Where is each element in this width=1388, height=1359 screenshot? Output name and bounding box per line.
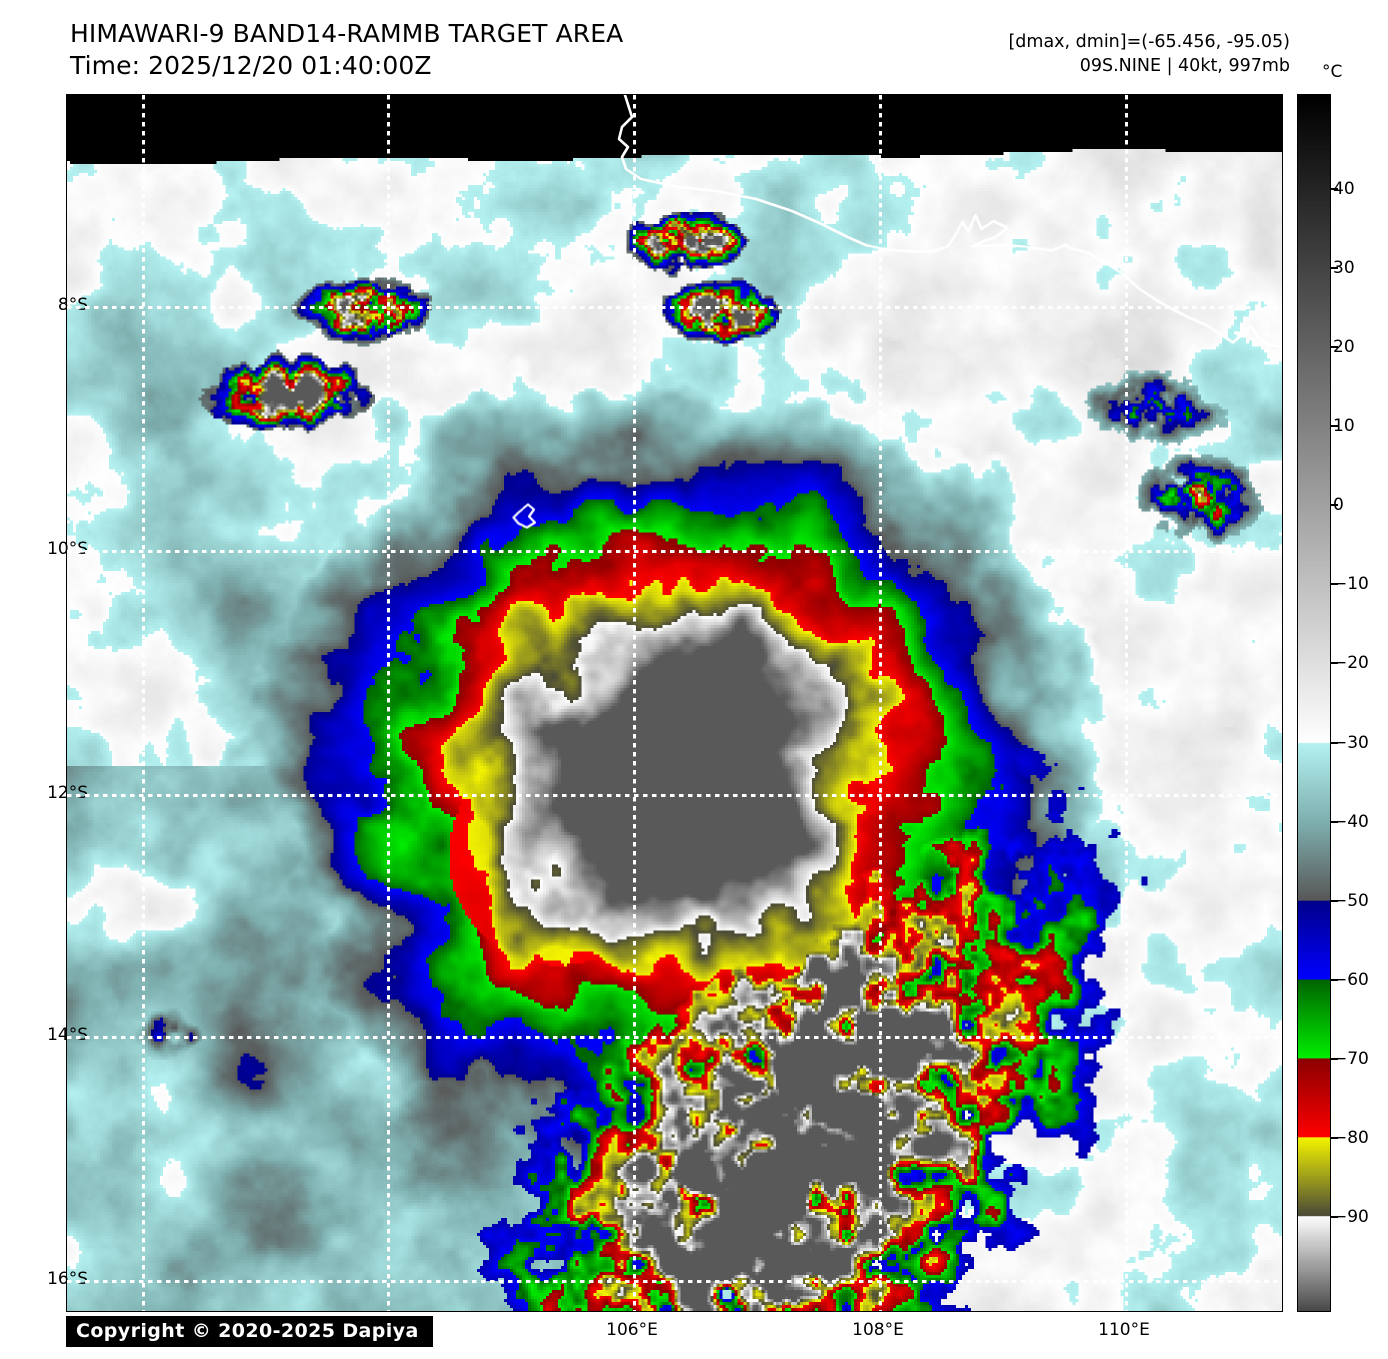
colorbar-tick--70: −70 <box>1333 1048 1369 1069</box>
page-title: HIMAWARI-9 BAND14-RAMMB TARGET AREA <box>70 19 624 48</box>
coastline-overlay <box>67 95 1282 1311</box>
colorbar-tick-mark <box>1331 741 1338 744</box>
colorbar-tick-mark <box>1331 820 1338 823</box>
temperature-colorbar[interactable] <box>1297 94 1331 1312</box>
colorbar-tick--20: −20 <box>1333 653 1369 674</box>
satellite-image-plot[interactable] <box>66 94 1283 1312</box>
colorbar-tick-mark <box>1331 583 1338 586</box>
lon-tick-label: 106°E <box>606 1320 658 1340</box>
colorbar-tick--80: −80 <box>1333 1128 1369 1148</box>
dminmax-label: [dmax, dmin]=(-65.456, -95.05) <box>1008 32 1290 52</box>
colorbar-tick-mark <box>1331 504 1338 507</box>
lat-tick-label: 8°S <box>57 295 88 315</box>
lon-tick-label: 108°E <box>852 1320 904 1340</box>
colorbar-tick-0: 0 <box>1333 495 1344 516</box>
colorbar-gradient <box>1298 95 1330 1311</box>
timestamp-label: Time: 2025/12/20 01:40:00Z <box>70 51 432 80</box>
colorbar-tick-mark <box>1331 662 1338 665</box>
lon-tick-label: 110°E <box>1098 1320 1150 1340</box>
colorbar-tick-mark <box>1331 267 1338 269</box>
copyright-banner: Copyright © 2020-2025 Dapiya <box>66 1316 433 1347</box>
colorbar-tick-mark <box>1331 1137 1338 1139</box>
colorbar-tick-10: 10 <box>1333 416 1355 437</box>
colorbar-canvas <box>1298 95 1330 1311</box>
colorbar-unit-label: °C <box>1322 62 1343 82</box>
header-left-block: HIMAWARI-9 BAND14-RAMMB TARGET AREA Time… <box>70 18 830 82</box>
lat-tick-label: 12°S <box>47 783 88 803</box>
colorbar-tick-mark <box>1331 899 1338 902</box>
header-right-block: [dmax, dmin]=(-65.456, -95.05) 09S.NINE … <box>1008 30 1290 78</box>
lat-tick-label: 10°S <box>47 539 88 559</box>
colorbar-tick--10: −10 <box>1333 574 1369 595</box>
colorbar-tick-40: 40 <box>1333 178 1355 199</box>
colorbar-tick-mark <box>1331 1057 1338 1060</box>
colorbar-tick-mark <box>1331 425 1338 428</box>
colorbar-tick-20: 20 <box>1333 337 1355 358</box>
colorbar-tick--50: −50 <box>1333 890 1369 911</box>
lat-tick-label: 16°S <box>47 1269 88 1289</box>
colorbar-tick--30: −30 <box>1333 732 1369 753</box>
colorbar-tick-mark <box>1331 187 1338 190</box>
colorbar-tick-mark <box>1331 978 1338 981</box>
lat-tick-label: 14°S <box>47 1025 88 1045</box>
colorbar-tick--90: −90 <box>1333 1207 1369 1228</box>
colorbar-tick--60: −60 <box>1333 969 1369 990</box>
colorbar-tick--40: −40 <box>1333 811 1369 832</box>
storm-info-label: 09S.NINE | 40kt, 997mb <box>1079 56 1290 76</box>
colorbar-tick-mark <box>1331 1216 1338 1219</box>
infrared-satellite-imagery <box>67 95 1282 1311</box>
colorbar-tick-mark <box>1331 346 1338 349</box>
colorbar-tick-30: 30 <box>1333 258 1355 278</box>
